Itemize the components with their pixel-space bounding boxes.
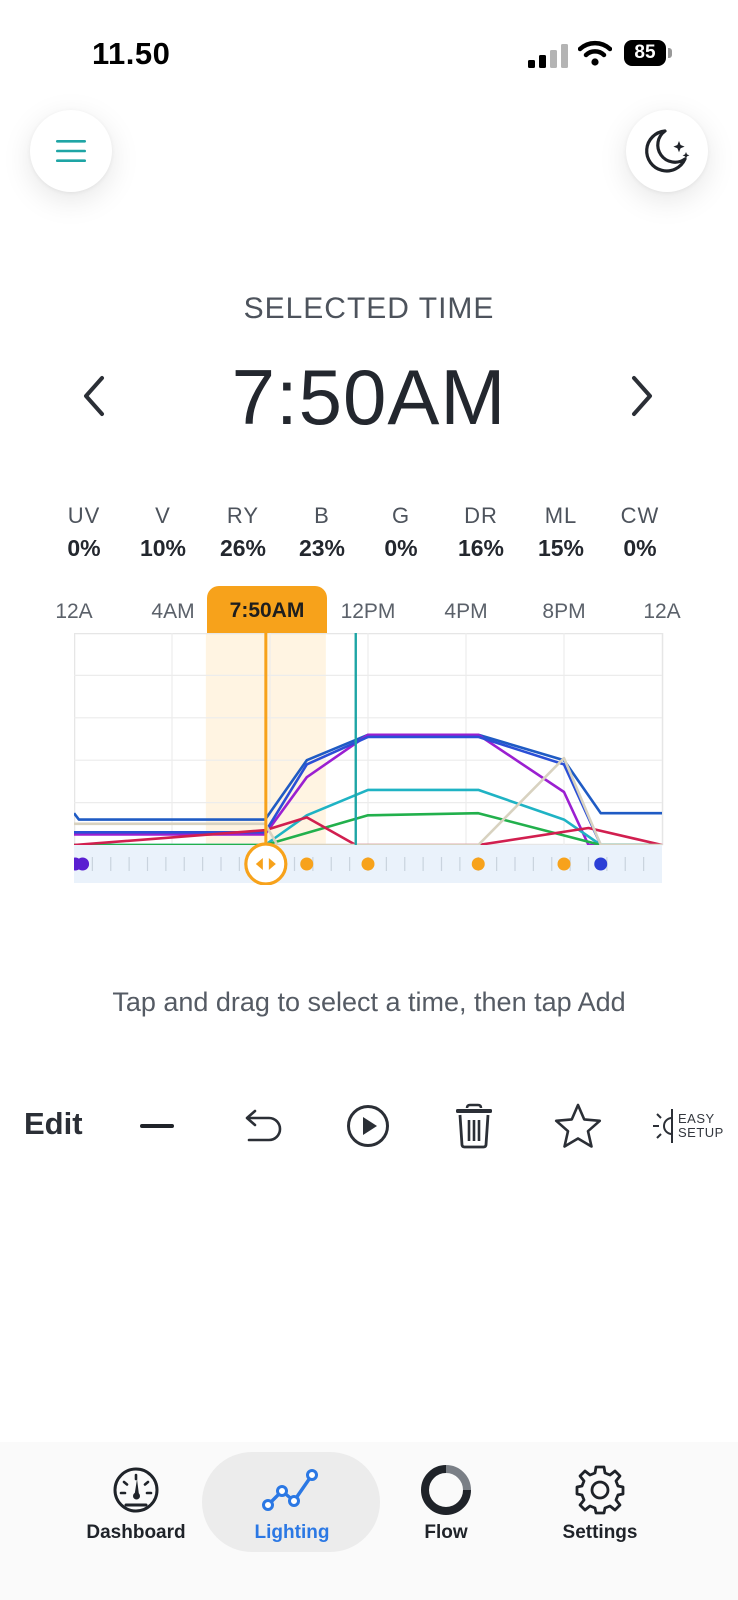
channel-cw: CW 0% xyxy=(600,503,680,562)
tab-flow-label: Flow xyxy=(424,1522,468,1543)
schedule-point xyxy=(300,857,314,871)
channel-name: DR xyxy=(464,503,498,528)
channel-value: 10% xyxy=(139,535,187,561)
time-axis-label: 4AM xyxy=(151,600,195,623)
gauge-icon xyxy=(113,1467,159,1513)
moon-stars-icon xyxy=(645,129,690,173)
star-icon xyxy=(554,1103,602,1148)
previous-time-button[interactable] xyxy=(72,368,116,424)
channel-name: UV xyxy=(67,503,101,528)
remove-point-button[interactable] xyxy=(132,1100,184,1152)
cell-signal-icon xyxy=(528,44,568,68)
hamburger-icon xyxy=(56,140,86,162)
favorite-button[interactable] xyxy=(552,1100,604,1152)
drag-right-arrow-icon xyxy=(268,858,276,870)
time-axis-label: 8PM xyxy=(542,600,586,623)
easy-setup-label-line1: EASY xyxy=(678,1111,715,1126)
tab-dashboard-label: Dashboard xyxy=(86,1522,186,1543)
channel-value: 0% xyxy=(623,535,657,561)
series-line-3 xyxy=(74,788,662,847)
channel-name: CW xyxy=(620,503,660,528)
battery-level: 85 xyxy=(634,42,656,63)
channel-value: 16% xyxy=(457,535,505,561)
channel-g: G 0% xyxy=(361,503,441,562)
undo-button[interactable] xyxy=(236,1100,288,1152)
tab-flow[interactable]: Flow xyxy=(366,1462,526,1558)
menu-button[interactable] xyxy=(30,110,112,192)
schedule-point xyxy=(557,857,571,871)
schedule-point xyxy=(471,857,485,871)
next-time-button[interactable] xyxy=(620,368,664,424)
channel-b: B 23% xyxy=(282,503,362,562)
channel-value: 23% xyxy=(298,535,346,561)
channel-name: G xyxy=(391,503,411,528)
selected-time-value: 7:50AM xyxy=(231,353,507,441)
channel-value: 26% xyxy=(219,535,267,561)
delete-button[interactable] xyxy=(448,1100,500,1152)
sun-half-icon xyxy=(653,1109,673,1143)
undo-icon xyxy=(245,1109,282,1142)
easy-setup-label-line2: SETUP xyxy=(678,1125,724,1140)
schedule-point xyxy=(594,857,608,871)
tab-settings[interactable]: Settings xyxy=(520,1462,680,1558)
gear-icon xyxy=(575,1465,625,1515)
channel-v: V 10% xyxy=(123,503,203,562)
channel-name: B xyxy=(314,503,330,528)
channel-name: V xyxy=(155,503,171,528)
schedule-point xyxy=(76,857,90,871)
trash-icon xyxy=(456,1103,492,1149)
play-circle-icon xyxy=(347,1105,389,1147)
time-axis-label: 12A xyxy=(643,600,681,623)
channel-value: 0% xyxy=(384,535,418,561)
drag-handle-ring xyxy=(244,842,288,885)
easy-setup-button[interactable]: EASY SETUP xyxy=(650,1106,732,1146)
channel-ry: RY 26% xyxy=(203,503,283,562)
status-time: 11.50 xyxy=(92,36,171,71)
time-axis-label: 12A xyxy=(55,600,93,623)
selected-time-label: SELECTED TIME xyxy=(243,292,495,325)
time-axis-label: 12PM xyxy=(340,600,396,623)
chart-line-icon xyxy=(262,1469,318,1511)
selected-time-tag: 7:50AM xyxy=(207,586,327,634)
edit-button[interactable]: Edit xyxy=(24,1106,83,1141)
lighting-schedule-chart[interactable] xyxy=(74,633,664,885)
channel-ml: ML 15% xyxy=(521,503,601,562)
channel-value: 0% xyxy=(67,535,101,561)
channel-name: RY xyxy=(226,503,260,528)
tab-settings-label: Settings xyxy=(562,1522,638,1543)
instruction-text: Tap and drag to select a time, then tap … xyxy=(112,987,626,1017)
battery-indicator: 85 xyxy=(624,40,674,68)
channel-value: 15% xyxy=(537,535,585,561)
schedule-point xyxy=(361,857,375,871)
series-line-1 xyxy=(74,733,662,847)
tab-dashboard[interactable]: Dashboard xyxy=(56,1462,216,1558)
tab-lighting-label: Lighting xyxy=(254,1522,330,1543)
drag-left-arrow-icon xyxy=(255,858,263,870)
tab-lighting[interactable]: Lighting xyxy=(212,1462,372,1558)
night-mode-button[interactable] xyxy=(626,110,708,192)
wifi-icon xyxy=(578,40,612,66)
time-drag-handle[interactable] xyxy=(244,842,288,885)
time-axis-label: 4PM xyxy=(444,600,488,623)
channel-dr: DR 16% xyxy=(441,503,521,562)
channel-name: ML xyxy=(544,503,578,528)
minus-icon xyxy=(140,1124,174,1128)
play-preview-button[interactable] xyxy=(342,1100,394,1152)
channel-uv: UV 0% xyxy=(44,503,124,562)
flow-ring-icon xyxy=(421,1465,471,1515)
